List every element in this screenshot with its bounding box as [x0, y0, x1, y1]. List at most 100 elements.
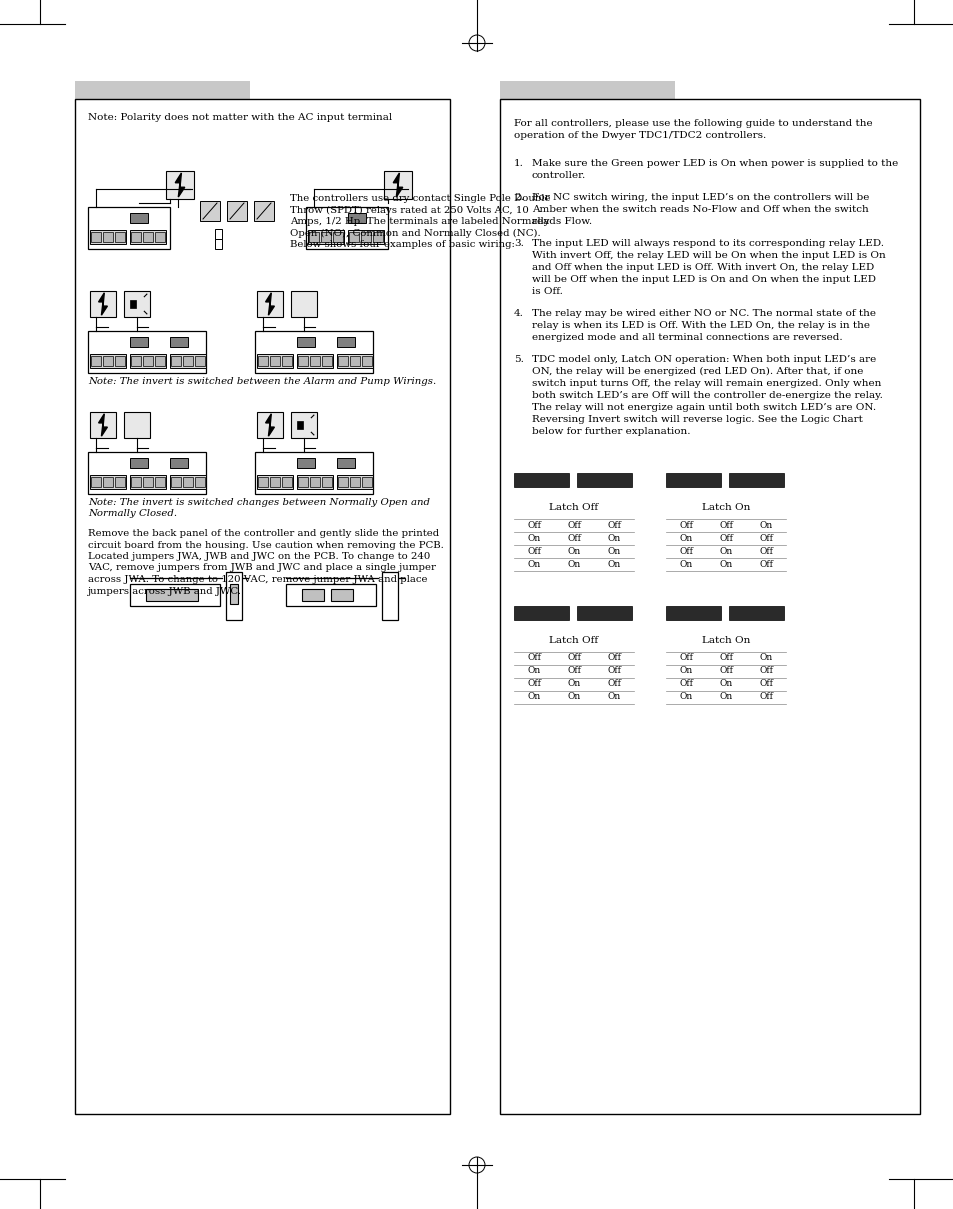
Bar — [381, 572, 397, 620]
Text: operation of the Dwyer TDC1/TDC2 controllers.: operation of the Dwyer TDC1/TDC2 control… — [514, 131, 765, 140]
Circle shape — [134, 324, 139, 330]
Text: Off: Off — [679, 679, 692, 688]
FancyBboxPatch shape — [190, 183, 285, 264]
Text: With invert Off, the relay LED will be On when the input LED is On: With invert Off, the relay LED will be O… — [532, 251, 884, 260]
Bar — [360, 232, 371, 242]
Text: Off: Off — [759, 679, 772, 688]
Text: 1.: 1. — [514, 160, 523, 168]
Text: Amber when the switch reads No-Flow and Off when the switch: Amber when the switch reads No-Flow and … — [532, 206, 868, 214]
Bar — [514, 606, 568, 620]
Circle shape — [134, 445, 139, 451]
Text: reads Flow.: reads Flow. — [532, 216, 592, 226]
Bar — [130, 584, 220, 606]
Text: The relay will not energize again until both switch LED’s are ON.: The relay will not energize again until … — [532, 403, 875, 412]
Text: On: On — [607, 560, 620, 568]
Bar — [349, 232, 358, 242]
Text: Off: Off — [719, 521, 732, 530]
Circle shape — [294, 295, 313, 313]
Text: On: On — [679, 693, 692, 701]
Bar — [348, 213, 366, 222]
Bar — [257, 355, 268, 366]
Bar — [310, 478, 319, 487]
Text: On: On — [607, 546, 620, 556]
Text: On: On — [607, 534, 620, 543]
Text: Off: Off — [719, 666, 732, 675]
Bar — [310, 355, 319, 366]
Bar — [90, 412, 116, 438]
Text: Off: Off — [759, 666, 772, 675]
Bar — [75, 81, 250, 102]
Text: Remove the back panel of the controller and gently slide the printed: Remove the back panel of the controller … — [88, 530, 438, 538]
Bar — [88, 207, 170, 249]
Bar — [115, 232, 125, 242]
Bar — [227, 201, 247, 221]
Text: energized mode and all terminal connections are reversed.: energized mode and all terminal connecti… — [532, 332, 841, 342]
Bar — [336, 475, 373, 488]
Circle shape — [260, 324, 265, 330]
Text: The input LED will always respond to its corresponding relay LED.: The input LED will always respond to its… — [532, 239, 883, 248]
Text: On: On — [719, 546, 732, 556]
Text: Located jumpers JWA, JWB and JWC on the PCB. To change to 240: Located jumpers JWA, JWB and JWC on the … — [88, 553, 430, 561]
Text: 5.: 5. — [514, 355, 523, 364]
Text: The controllers use dry contact Single Pole Double: The controllers use dry contact Single P… — [290, 193, 550, 203]
Bar — [296, 337, 314, 347]
Bar — [297, 355, 308, 366]
Bar — [170, 337, 188, 347]
Text: Off: Off — [679, 653, 692, 663]
Bar — [270, 478, 280, 487]
Text: Off: Off — [759, 534, 772, 543]
Bar — [728, 474, 783, 487]
Bar — [257, 478, 268, 487]
Text: will be Off when the input LED is On and On when the input LED: will be Off when the input LED is On and… — [532, 274, 875, 284]
Bar — [131, 478, 141, 487]
Bar — [75, 99, 450, 1113]
Bar — [131, 232, 141, 242]
Bar — [254, 331, 373, 374]
Text: Off: Off — [566, 653, 580, 663]
Bar — [194, 355, 205, 366]
Bar — [171, 478, 181, 487]
Bar — [291, 291, 316, 317]
Circle shape — [95, 341, 109, 355]
Circle shape — [95, 462, 109, 476]
Text: Off: Off — [566, 534, 580, 543]
Bar — [88, 331, 206, 374]
Text: On: On — [607, 693, 620, 701]
Bar — [214, 239, 222, 249]
Bar — [296, 458, 314, 468]
Bar — [361, 478, 372, 487]
Bar — [253, 201, 274, 221]
Bar — [728, 606, 783, 620]
Text: both switch LED’s are Off will the controller de-energize the relay.: both switch LED’s are Off will the contr… — [532, 391, 882, 400]
Text: TDC model only, Latch ON operation: When both input LED’s are: TDC model only, Latch ON operation: When… — [532, 355, 876, 364]
Bar — [270, 355, 280, 366]
Bar — [154, 478, 165, 487]
Text: Off: Off — [526, 546, 540, 556]
Text: For all controllers, please use the following guide to understand the: For all controllers, please use the foll… — [514, 118, 872, 128]
Bar — [143, 355, 152, 366]
Bar — [256, 354, 293, 368]
Polygon shape — [98, 293, 108, 316]
Bar — [170, 475, 206, 488]
Text: Latch Off: Latch Off — [549, 636, 598, 644]
Bar — [499, 81, 675, 102]
Bar — [256, 412, 283, 438]
Text: Amps, 1/2 Hp. The terminals are labeled Normally: Amps, 1/2 Hp. The terminals are labeled … — [290, 216, 549, 226]
Bar — [577, 474, 631, 487]
Bar — [665, 606, 720, 620]
Circle shape — [313, 216, 327, 231]
Text: is Off.: is Off. — [532, 287, 562, 296]
Bar — [384, 170, 412, 199]
Bar — [91, 478, 101, 487]
Text: Off: Off — [719, 653, 732, 663]
Bar — [170, 354, 206, 368]
Text: On: On — [527, 560, 540, 568]
Text: Off: Off — [759, 560, 772, 568]
Polygon shape — [175, 173, 185, 197]
Text: Note: The invert is switched changes between Normally Open and: Note: The invert is switched changes bet… — [88, 498, 430, 507]
Text: On: On — [567, 679, 580, 688]
Text: Latch On: Latch On — [701, 503, 749, 513]
Text: ON, the relay will be energized (red LED On). After that, if one: ON, the relay will be energized (red LED… — [532, 368, 862, 376]
Text: On: On — [527, 534, 540, 543]
Text: 2.: 2. — [514, 193, 523, 202]
